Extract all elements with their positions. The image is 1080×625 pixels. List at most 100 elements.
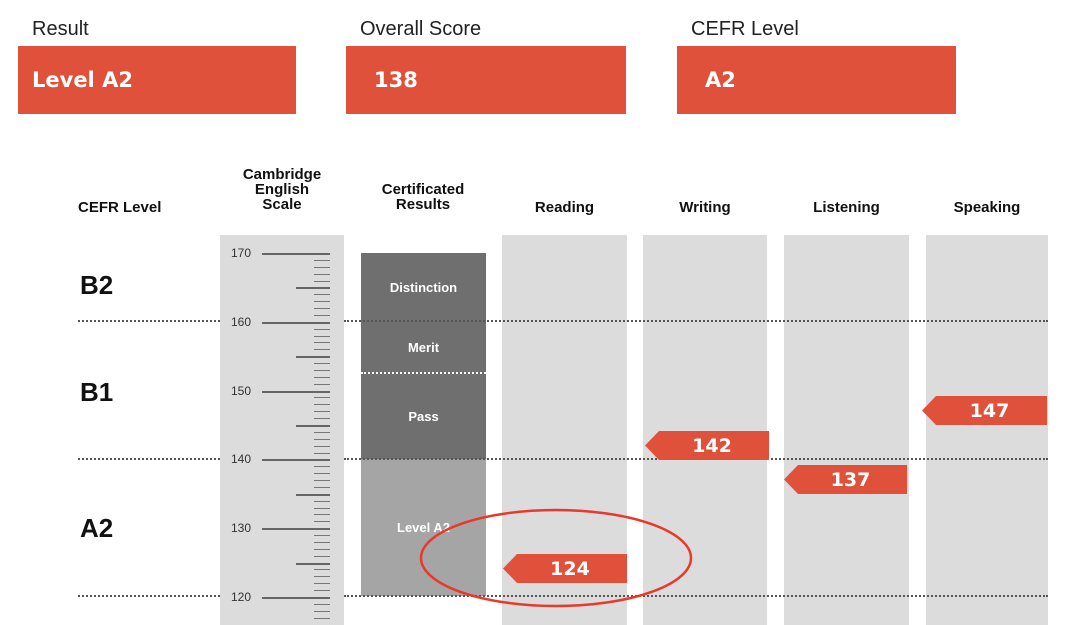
scale-minor-tick (314, 549, 330, 550)
cefr-label-a2: A2 (80, 513, 114, 543)
header-cert-line2: Results (395, 196, 451, 213)
scale-minor-tick (314, 480, 330, 481)
scale-minor-tick (314, 569, 330, 570)
header-certificated-results: Certificated Results (363, 182, 483, 212)
scale-minor-tick (314, 308, 330, 309)
cert-band-merit: Merit (361, 321, 486, 373)
scale-minor-tick (314, 514, 330, 515)
cefr-level-box: A2 (677, 46, 956, 114)
scale-minor-tick (314, 590, 330, 591)
annotation-ellipse (419, 508, 693, 608)
scale-minor-tick (314, 370, 330, 371)
cefr-label-b2: B2 (80, 270, 114, 300)
result-label: Result (32, 18, 89, 40)
scale-minor-tick (314, 473, 330, 474)
scale-mid-tick (296, 425, 330, 427)
scale-minor-tick (314, 329, 330, 330)
scale-minor-tick (314, 446, 330, 447)
scale-major-tick (262, 322, 330, 324)
scale-minor-tick (314, 432, 330, 433)
scale-minor-tick (314, 267, 330, 268)
overall-score-box: 138 (346, 46, 626, 114)
scale-major-tick (262, 597, 330, 599)
scale-column (220, 235, 344, 625)
result-value-box: Level A2 (18, 46, 296, 114)
scale-major-tick (262, 459, 330, 461)
header-scale-line2: English (254, 181, 310, 198)
scale-tick-140: 140 (231, 452, 252, 466)
scale-minor-tick (314, 281, 330, 282)
overall-score-label: Overall Score (360, 18, 482, 40)
listening-score-flag: 137 (784, 465, 907, 494)
header-writing: Writing (679, 199, 731, 216)
listening-column (784, 235, 909, 625)
header-reading: Reading (534, 199, 595, 216)
header-scale-line1: Cambridge (242, 166, 322, 183)
scale-minor-tick (314, 315, 330, 316)
scale-minor-tick (314, 583, 330, 584)
writing-column (643, 235, 767, 625)
writing-score-flag: 142 (645, 431, 769, 460)
divider-120-right (344, 595, 1048, 597)
scale-minor-tick (314, 535, 330, 536)
scale-tick-120: 120 (231, 590, 252, 604)
overall-score-value: 138 (374, 68, 418, 92)
scale-mid-tick (296, 287, 330, 289)
cert-band-merit-label: Merit (407, 339, 440, 355)
cert-band-pass-label: Pass (408, 408, 439, 424)
cefr-level-value: A2 (705, 68, 736, 92)
scale-minor-tick (314, 439, 330, 440)
cert-band-pass: Pass (361, 373, 486, 459)
cefr-level-label: CEFR Level (691, 18, 799, 40)
divider-160-right (344, 320, 1048, 322)
scale-tick-130: 130 (231, 521, 252, 535)
scale-minor-tick (314, 336, 330, 337)
divider-160-left (78, 320, 220, 322)
scale-minor-tick (314, 501, 330, 502)
scale-minor-tick (314, 411, 330, 412)
header-cert-line1: Certificated (381, 181, 465, 198)
cert-band-level-a2-label: Level A2 (397, 520, 450, 535)
scale-minor-tick (314, 508, 330, 509)
listening-score: 137 (830, 468, 871, 491)
divider-120-left (78, 595, 220, 597)
scale-minor-tick (314, 576, 330, 577)
scale-major-tick (262, 528, 330, 530)
scale-minor-tick (314, 453, 330, 454)
scale-mid-tick (296, 494, 330, 496)
speaking-score-flag: 147 (922, 396, 1047, 425)
scale-tick-160: 160 (231, 315, 252, 329)
scale-minor-tick (314, 404, 330, 405)
scale-minor-tick (314, 487, 330, 488)
scale-minor-tick (314, 377, 330, 378)
scale-minor-tick (314, 556, 330, 557)
reading-score-flag: 124 (503, 554, 627, 583)
reading-score: 124 (550, 557, 590, 580)
scale-minor-tick (314, 260, 330, 261)
cefr-label-b1: B1 (80, 377, 114, 407)
speaking-score: 147 (969, 399, 1010, 422)
cert-band-level-a2: Level A2 (361, 459, 486, 596)
header-cefr-level: CEFR Level (78, 199, 162, 216)
scale-minor-tick (314, 466, 330, 467)
header-listening: Listening (813, 199, 880, 216)
scale-tick-150: 150 (231, 384, 252, 398)
scale-tick-170: 170 (231, 246, 252, 260)
header-cambridge-scale: Cambridge English Scale (232, 167, 332, 212)
scale-minor-tick (314, 611, 330, 612)
scale-minor-tick (314, 301, 330, 302)
scale-minor-tick (314, 363, 330, 364)
scale-minor-tick (314, 274, 330, 275)
header-speaking: Speaking (953, 199, 1021, 216)
scale-minor-tick (314, 604, 330, 605)
scale-minor-tick (314, 521, 330, 522)
scale-major-tick (262, 253, 330, 255)
scale-mid-tick (296, 563, 330, 565)
scale-minor-tick (314, 342, 330, 343)
cert-band-distinction-label: Distinction (389, 279, 458, 295)
scale-minor-tick (314, 542, 330, 543)
scale-minor-tick (314, 418, 330, 419)
scale-minor-tick (314, 349, 330, 350)
cert-merit-divider (361, 372, 486, 374)
